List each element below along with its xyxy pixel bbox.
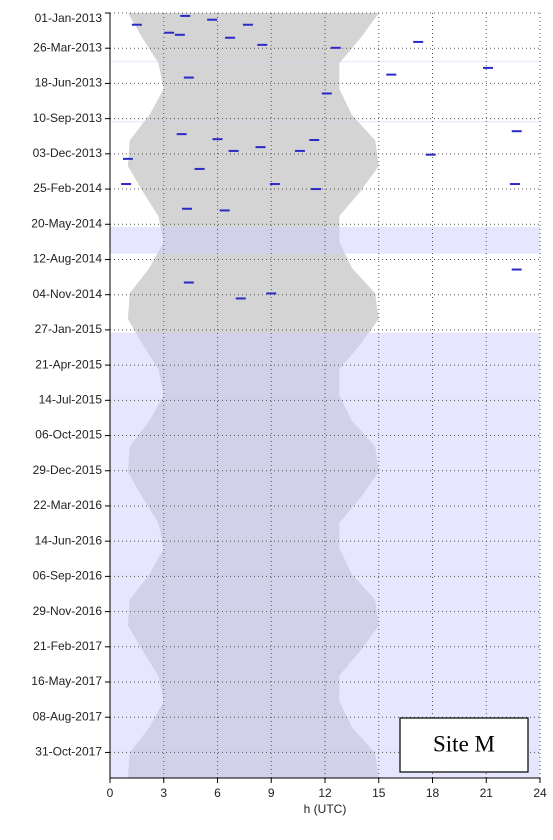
y-tick-label: 01-Jan-2013 (35, 11, 103, 25)
detection (225, 36, 236, 39)
plot: 0 3 6 9 12 15 18 21 24 01-Jan-2013 26-Mar-2013 18-J… (31, 11, 547, 800)
x-tick-label: 6 (214, 786, 221, 800)
detection (180, 14, 191, 17)
detection (269, 183, 280, 186)
y-tick-label: 10-Sep-2013 (33, 111, 103, 125)
detection (330, 46, 341, 49)
detection (511, 130, 522, 133)
detection (509, 183, 520, 186)
x-tick-label: 3 (160, 786, 167, 800)
y-tick-label: 22-Mar-2016 (33, 498, 102, 512)
y-tick-label: 20-May-2014 (31, 216, 102, 230)
y-tick-label: 29-Dec-2015 (33, 463, 103, 477)
y-tick-label: 27-Jan-2015 (35, 322, 103, 336)
y-tick-label: 04-Nov-2014 (33, 287, 103, 301)
y-tick-label: 12-Aug-2014 (33, 252, 103, 266)
x-axis-label: h (UTC) (304, 802, 347, 816)
y-tick-label: 14-Jun-2016 (35, 533, 103, 547)
y-tick-label: 21-Apr-2015 (35, 357, 102, 371)
y-tick-label: 06-Sep-2016 (33, 569, 103, 583)
annotation: Site M (433, 731, 495, 756)
detection (294, 149, 305, 152)
detection (194, 167, 205, 170)
data-gap (110, 332, 540, 778)
detection (266, 292, 277, 295)
y-tick-label: 31-Oct-2017 (35, 745, 102, 759)
annotation-box (399, 717, 529, 773)
detection (174, 33, 185, 36)
detection (121, 183, 132, 186)
detection (255, 146, 266, 149)
detection (122, 157, 133, 160)
y-tick-label: 21-Feb-2017 (33, 639, 102, 653)
detection (413, 40, 424, 43)
detection (176, 133, 187, 136)
detection (242, 23, 253, 26)
detection (511, 268, 522, 271)
detection (386, 73, 397, 76)
detection (311, 188, 322, 191)
detection (483, 66, 494, 69)
x-tick-label: 9 (268, 786, 275, 800)
y-tick-label: 03-Dec-2013 (33, 146, 103, 160)
detection (183, 281, 194, 284)
detection (425, 153, 436, 156)
y-tick-label: 16-May-2017 (31, 674, 102, 688)
x-tick-label: 12 (318, 786, 332, 800)
x-tick-label: 21 (480, 786, 494, 800)
detection (321, 92, 332, 95)
detection (182, 207, 193, 210)
x-tick-label: 24 (533, 786, 547, 800)
detection (228, 149, 239, 152)
y-tick-label: 26-Mar-2013 (33, 40, 102, 54)
detection (219, 209, 230, 212)
y-tick-label: 25-Feb-2014 (33, 181, 102, 195)
y-tick-label: 18-Jun-2013 (35, 76, 103, 90)
y-tick-label: 29-Nov-2016 (33, 604, 103, 618)
detection (235, 297, 246, 300)
detection (183, 76, 194, 79)
detection (212, 138, 223, 141)
x-tick-label: 0 (107, 786, 114, 800)
y-tick-label: 14-Jul-2015 (39, 392, 103, 406)
x-tick-label: 18 (426, 786, 440, 800)
y-tick-label: 06-Oct-2015 (35, 428, 102, 442)
detection (207, 18, 218, 21)
detection (309, 139, 320, 142)
detection (164, 31, 175, 34)
x-tick-label: 15 (372, 786, 386, 800)
detection (257, 43, 268, 46)
y-tick-label: 08-Aug-2017 (33, 709, 103, 723)
detection (131, 23, 142, 26)
